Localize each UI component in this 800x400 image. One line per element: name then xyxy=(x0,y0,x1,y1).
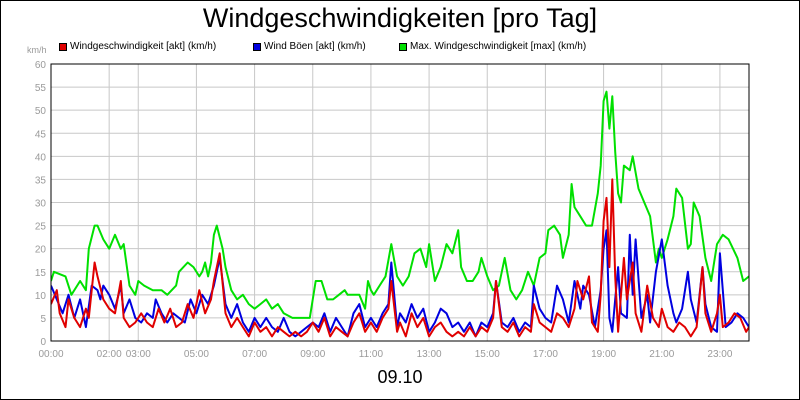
x-tick-label: 02:00 xyxy=(97,349,122,360)
y-tick-label: 15 xyxy=(35,268,47,279)
x-tick-label: 11:00 xyxy=(359,349,384,360)
legend-label-gusts: Wind Böen [akt] (km/h) xyxy=(264,41,366,52)
y-tick-label: 40 xyxy=(35,152,47,163)
series-line-1 xyxy=(51,229,749,338)
legend-label-max: Max. Windgeschwindigkeit [max] (km/h) xyxy=(410,41,587,52)
y-tick-label: 0 xyxy=(40,337,46,348)
legend-swatch-max xyxy=(399,42,407,51)
x-tick-label: 17:00 xyxy=(533,349,558,360)
legend-item-speed: Windgeschwindigkeit [akt] (km/h) xyxy=(59,41,216,52)
y-tick-label: 25 xyxy=(35,222,47,233)
legend-swatch-gusts xyxy=(253,42,261,51)
y-tick-label: 5 xyxy=(40,314,46,325)
x-tick-label: 19:00 xyxy=(591,349,616,360)
y-tick-label: 55 xyxy=(35,83,47,94)
y-tick-label: 10 xyxy=(35,291,47,302)
x-tick-label: 21:00 xyxy=(649,349,674,360)
y-tick-label: 20 xyxy=(35,245,47,256)
x-tick-label: 09:00 xyxy=(300,349,325,360)
series-line-2 xyxy=(51,178,749,338)
x-tick-label: 07:00 xyxy=(242,349,267,360)
y-tick-label: 60 xyxy=(35,60,47,71)
chart-title: Windgeschwindigkeiten [pro Tag] xyxy=(202,3,598,33)
legend-swatch-speed xyxy=(59,42,67,51)
x-tick-label: 03:00 xyxy=(126,349,151,360)
legend-item-max: Max. Windgeschwindigkeit [max] (km/h) xyxy=(399,41,586,52)
y-tick-label: 30 xyxy=(35,199,47,210)
x-tick-label: 15:00 xyxy=(475,349,500,360)
legend-item-gusts: Wind Böen [akt] (km/h) xyxy=(253,41,366,52)
y-tick-label: 35 xyxy=(35,175,47,186)
y-axis-unit: km/h xyxy=(27,45,47,55)
x-tick-label: 23:00 xyxy=(707,349,732,360)
plot-border xyxy=(50,63,750,342)
y-tick-label: 45 xyxy=(35,129,47,140)
legend-label-speed: Windgeschwindigkeit [akt] (km/h) xyxy=(70,41,217,52)
x-axis-label: 09.10 xyxy=(377,367,423,387)
y-tick-label: 50 xyxy=(35,106,47,117)
x-tick-label: 13:00 xyxy=(417,349,442,360)
series-line-0 xyxy=(51,90,749,319)
x-tick-label: 05:00 xyxy=(184,349,209,360)
x-tick-label: 00:00 xyxy=(38,349,63,360)
